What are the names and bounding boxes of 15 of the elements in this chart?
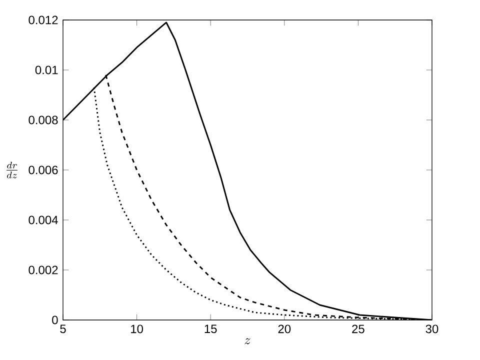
x-axis-title: $z$ xyxy=(244,338,250,344)
y-tick-label: 0.002 xyxy=(28,266,58,274)
y-axis-title: $\frac{dr}{dz}$ xyxy=(6,162,18,178)
x-tick-label: 5 xyxy=(60,324,66,334)
y-tick-label: 0.008 xyxy=(28,116,58,124)
x-tick-label: 15 xyxy=(204,324,217,334)
x-tick-label: 25 xyxy=(352,324,364,334)
x-tick-label: 10 xyxy=(131,324,144,334)
y-tick-label: 0.01 xyxy=(35,66,58,74)
y-tick-label: 0.006 xyxy=(28,166,58,174)
x-tick-label: 20 xyxy=(278,324,291,334)
y-tick-label: 0 xyxy=(52,316,58,324)
y-tick-label: 0.004 xyxy=(28,216,58,224)
x-tick-label: 30 xyxy=(426,324,438,334)
y-tick-label: 0.012 xyxy=(28,16,58,24)
